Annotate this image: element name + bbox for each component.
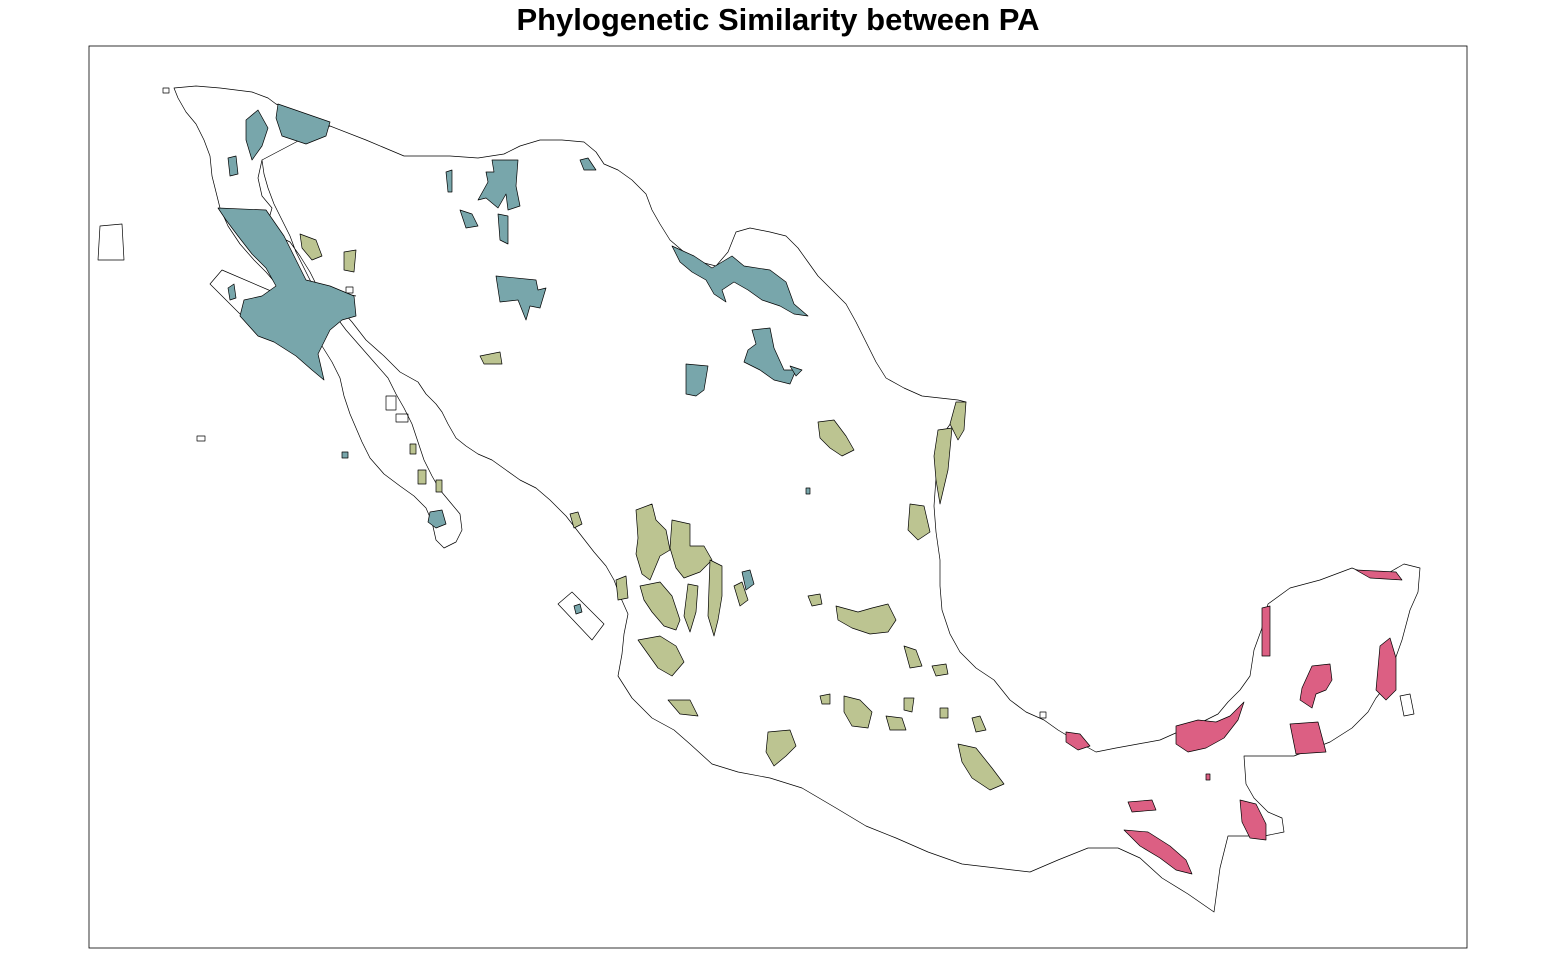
protected-area-olive [417,469,427,485]
protected-area-pink [1065,731,1091,751]
protected-area-olive [819,693,831,705]
protected-area-teal [459,209,479,229]
island-outline [162,87,170,94]
protected-area-olive [733,581,749,607]
protected-area-pink [1205,773,1211,781]
protected-area-teal [573,603,583,615]
protected-area-olive [765,729,797,767]
protected-area-olive [635,503,671,581]
protected-area-olive [479,351,503,365]
protected-area-olive [683,583,699,633]
protected-area-olive [615,575,629,601]
protected-area-olive [667,699,699,717]
cluster-pink [1065,569,1403,875]
protected-area-pink [1299,663,1333,709]
protected-area-olive [903,697,915,713]
protected-area-teal [805,487,811,495]
protected-area-teal [427,509,447,529]
protected-area-olive [569,511,583,529]
cluster-olive [299,233,1005,791]
protected-area-pink [1289,721,1327,755]
island-outline [196,435,206,442]
protected-area-teal [445,169,453,193]
protected-area-teal [671,245,809,317]
protected-area-olive [409,443,417,455]
island-outline [1399,693,1415,717]
protected-area-olive [885,715,907,731]
protected-area-teal [743,327,797,385]
protected-area-olive [939,707,949,719]
protected-area-olive [707,559,723,637]
mexico-mainland-outline [173,85,1421,913]
protected-area-olive [299,233,323,261]
island-outline [1039,711,1047,719]
protected-area-pink [1239,799,1267,841]
protected-area-olive [637,635,685,677]
island-outline [385,395,397,411]
protected-area-teal [477,159,521,211]
protected-area-olive [639,581,681,631]
island-outline [557,591,605,641]
protected-area-olive [435,479,443,493]
island-outline [345,286,354,294]
island-outline [395,413,409,423]
protected-area-teal [341,451,349,459]
protected-area-teal [217,207,357,381]
protected-area-teal [245,109,269,161]
protected-area-olive [949,401,967,441]
protected-area-teal [227,283,237,301]
protected-area-olive [933,427,953,505]
island-outline [97,223,125,261]
plot-frame [88,45,1468,949]
protected-area-olive [817,419,855,457]
protected-area-pink [1123,829,1193,875]
protected-area-teal [275,103,331,145]
protected-area-olive [669,519,713,579]
protected-area-pink [1175,701,1245,753]
protected-area-pink [1375,637,1397,701]
protected-area-olive [343,249,357,273]
protected-area-pink [1355,569,1403,581]
protected-area-olive [957,743,1005,791]
protected-area-teal [741,569,755,591]
protected-area-teal [227,155,239,177]
protected-area-olive [843,695,873,729]
protected-area-olive [971,715,987,733]
map-title: Phylogenetic Similarity between PA [516,2,1040,37]
cluster-teal [217,103,811,615]
protected-area-olive [907,503,931,541]
protected-area-pink [1261,605,1271,657]
protected-area-teal [685,363,709,397]
protected-area-olive [931,663,949,677]
protected-area-teal [579,157,597,171]
protected-area-olive [835,603,897,635]
protected-area-teal [497,213,509,245]
protected-area-olive [807,593,823,607]
protected-area-olive [903,645,923,669]
protected-area-pink [1127,799,1157,813]
protected-area-teal [789,365,803,377]
protected-area-teal [495,275,547,321]
